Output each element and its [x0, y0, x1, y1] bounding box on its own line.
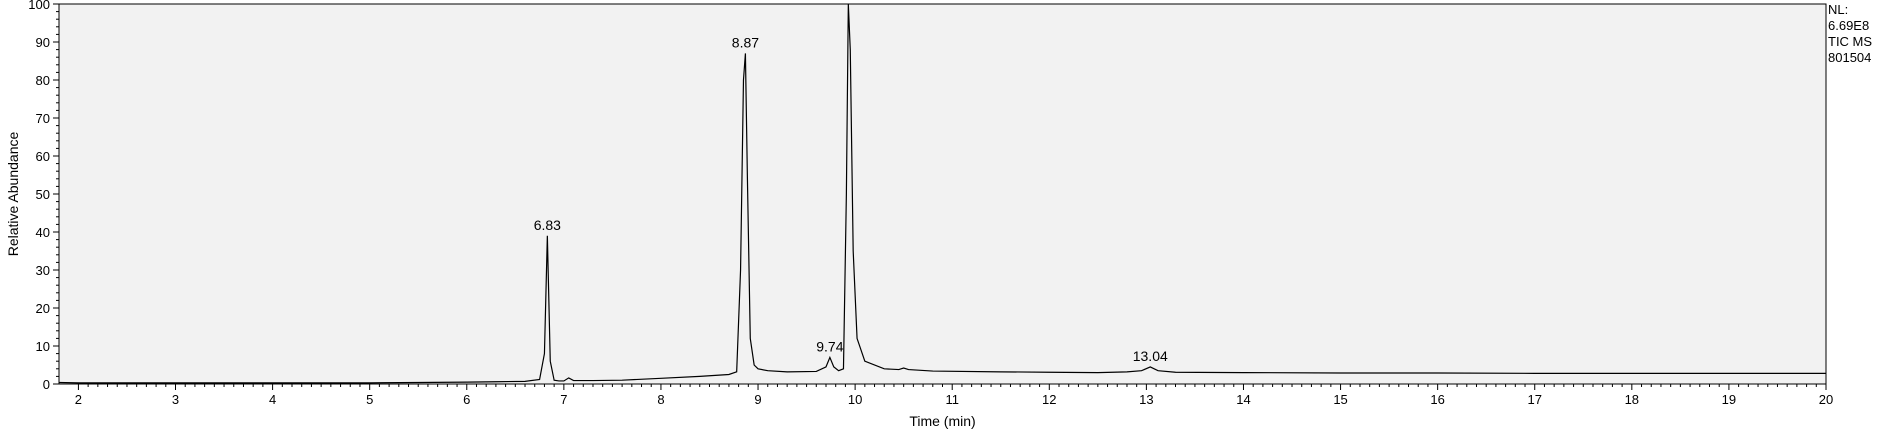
peak-label: 9.93	[835, 0, 862, 1]
y-axis: 0 10 20 30 40 50 60 70 80 90 100	[28, 0, 59, 392]
x-tick-label: 2	[75, 392, 82, 407]
x-axis: 2 3 4 5 6 7 8 9 10 11 12 13 14 15 16 17 18 19 20	[75, 384, 1833, 407]
y-tick-label: 50	[36, 187, 50, 202]
peak-labels: 6.83 8.87 9.74 9.93 13.04	[534, 0, 1168, 364]
peak-label: 9.74	[816, 338, 843, 354]
x-tick-label: 4	[269, 392, 276, 407]
y-tick-label: 60	[36, 149, 50, 164]
scan-info-line: TIC MS	[1828, 34, 1872, 49]
x-tick-label: 17	[1528, 392, 1542, 407]
y-tick-label: 20	[36, 301, 50, 316]
x-tick-label: 13	[1139, 392, 1153, 407]
y-tick-label: 40	[36, 225, 50, 240]
x-tick-label: 12	[1042, 392, 1056, 407]
tic-trace-line	[58, 3, 1826, 384]
x-tick-label: 15	[1333, 392, 1347, 407]
x-tick-label: 9	[754, 392, 761, 407]
x-tick-label: 6	[463, 392, 470, 407]
x-tick-label: 20	[1819, 392, 1833, 407]
y-tick-label: 10	[36, 339, 50, 354]
y-tick-label: 80	[36, 73, 50, 88]
y-tick-label: 100	[28, 0, 50, 12]
scan-info-line: 801504	[1828, 50, 1871, 65]
x-tick-label: 5	[366, 392, 373, 407]
scan-info-line: NL:	[1828, 2, 1848, 17]
y-tick-label: 0	[43, 377, 50, 392]
x-tick-label: 19	[1722, 392, 1736, 407]
y-tick-label: 30	[36, 263, 50, 278]
y-tick-label: 70	[36, 111, 50, 126]
peak-label: 8.87	[732, 34, 759, 50]
y-axis-title: Relative Abundance	[5, 132, 21, 257]
x-tick-label: 16	[1430, 392, 1444, 407]
x-axis-title: Time (min)	[909, 413, 975, 429]
peak-label: 6.83	[534, 217, 561, 233]
x-tick-label: 8	[657, 392, 664, 407]
x-tick-label: 14	[1236, 392, 1250, 407]
x-tick-label: 10	[848, 392, 862, 407]
x-tick-label: 11	[945, 392, 959, 407]
x-tick-label: 3	[172, 392, 179, 407]
x-tick-label: 7	[560, 392, 567, 407]
y-tick-label: 90	[36, 35, 50, 50]
peak-label: 13.04	[1133, 348, 1168, 364]
x-tick-label: 18	[1625, 392, 1639, 407]
scan-info-line: 6.69E8	[1828, 18, 1869, 33]
plot-area	[58, 3, 1827, 385]
minor-ticks	[56, 11, 1817, 387]
